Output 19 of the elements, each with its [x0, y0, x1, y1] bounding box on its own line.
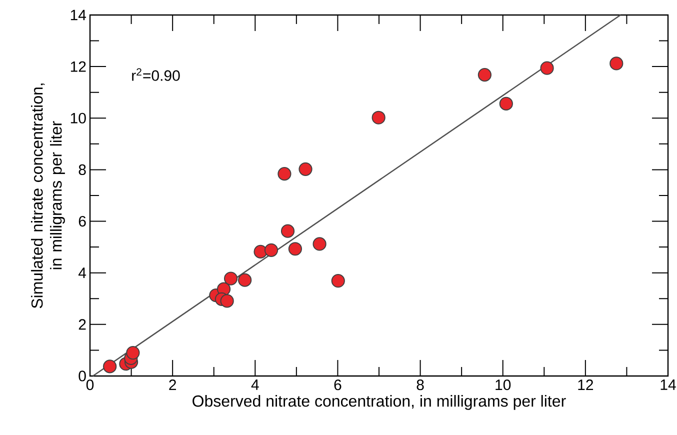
- y-tick-label: 4: [78, 268, 86, 278]
- x-tick-label: 2: [169, 380, 176, 390]
- x-tick-label: 4: [251, 380, 259, 390]
- x-tick-label: 14: [660, 380, 676, 390]
- x-tick-label: 8: [416, 380, 424, 390]
- y-axis-title: Simulated nitrate concentration, in milligrams per liter: [31, 84, 65, 308]
- annotation: r$^{2}$=0.90: [132, 68, 180, 81]
- y-tick-label: 6: [78, 216, 86, 227]
- y-tick-label: 14: [70, 10, 86, 20]
- y-tick-label: 0: [78, 370, 86, 382]
- x-tick-label: 0: [86, 380, 94, 390]
- x-tick-label: 12: [578, 380, 594, 390]
- y-tick-label: 10: [70, 112, 86, 124]
- y-tick-label: 12: [70, 61, 86, 72]
- x-axis-title: Observed nitrate concentration, in milligrams per liter: [192, 395, 566, 410]
- x-tick-label: 10: [496, 380, 511, 390]
- y-tick-label: 8: [78, 164, 86, 176]
- x-tick-label: 6: [334, 380, 342, 390]
- y-tick-label: 2: [78, 319, 86, 330]
